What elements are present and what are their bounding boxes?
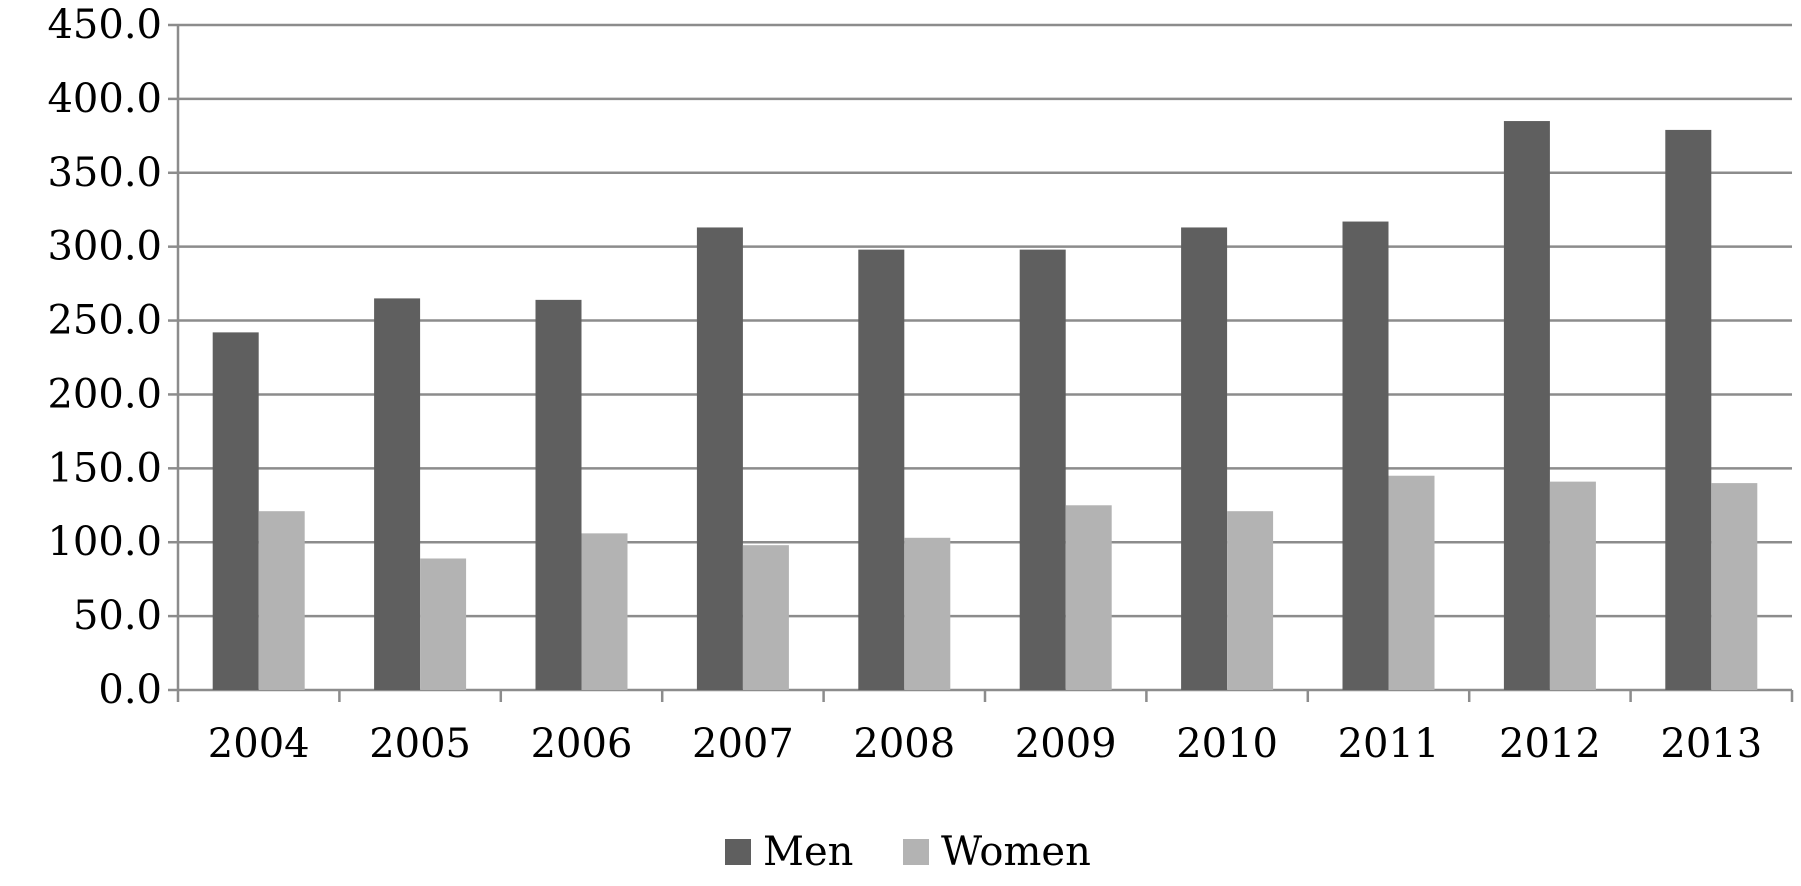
bar-men [212,332,259,690]
x-tick-label: 2012 [1499,721,1601,767]
y-tick-label: 250.0 [47,298,162,344]
bar-women [1065,505,1112,690]
x-tick-label: 2009 [1015,721,1117,767]
y-tick-label: 450.0 [47,2,162,48]
x-tick-label: 2006 [531,721,633,767]
x-tick-label: 2013 [1660,721,1762,767]
y-tick-label: 200.0 [47,371,162,417]
bar-men [1665,129,1712,690]
legend-swatch-women [903,839,929,865]
bar-women [258,511,305,690]
y-tick-label: 400.0 [47,76,162,122]
bar-men [1342,221,1389,691]
bars [212,121,1758,691]
legend: Men Women [725,829,1091,875]
bar-men [1019,249,1066,690]
bar-women [1388,475,1435,690]
y-tick-label: 50.0 [73,593,162,639]
bar-men [374,298,421,690]
bar-women [742,545,789,690]
x-tick-label: 2005 [369,721,471,767]
bar-women [904,537,951,690]
y-tick-label: 0.0 [98,667,162,713]
x-axis: 2004 2005 2006 2007 2008 2009 2010 2011 2012 2013 [176,688,1794,767]
x-tick-label: 2007 [692,721,794,767]
x-tick-label: 2010 [1176,721,1278,767]
legend-label-men: Men [763,829,853,875]
bar-women [1227,511,1274,690]
bar-men [1503,121,1550,691]
bar-women [581,533,628,690]
y-tick-label: 100.0 [47,519,162,565]
y-axis: 0.0 50.0 100.0 150.0 200.0 250.0 300.0 350.0 400… [47,2,180,713]
bar-women [420,558,467,690]
y-tick-label: 300.0 [47,224,162,270]
bar-men [858,249,905,690]
x-tick-label: 2011 [1338,721,1440,767]
bar-women [1711,483,1758,690]
y-tick-label: 150.0 [47,445,162,491]
bar-men [1181,227,1228,690]
gridlines [178,23,1792,618]
bar-women [1549,481,1596,690]
legend-swatch-men [725,839,751,865]
x-tick-label: 2008 [853,721,955,767]
bar-men [535,299,582,690]
legend-label-women: Women [941,829,1091,875]
bar-men [696,227,743,690]
x-tick-label: 2004 [208,721,310,767]
y-tick-label: 350.0 [47,150,162,196]
